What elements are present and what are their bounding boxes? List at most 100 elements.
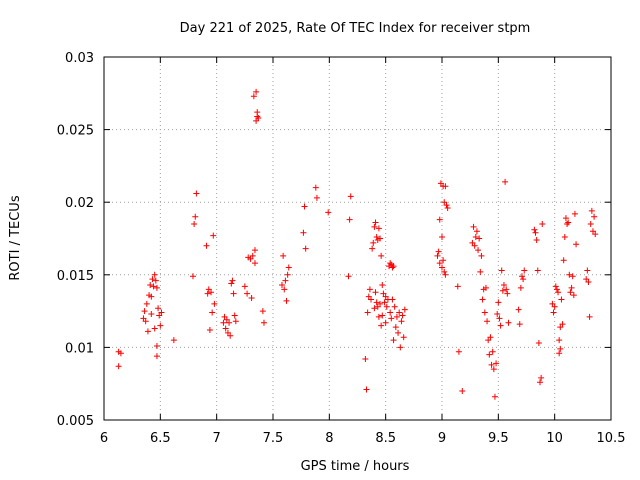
- data-point: [383, 303, 390, 310]
- y-tick-label: 0.015: [57, 269, 94, 284]
- data-point: [587, 220, 594, 227]
- data-point: [255, 114, 262, 121]
- data-point: [387, 309, 394, 316]
- data-point: [228, 280, 235, 287]
- data-point: [515, 306, 522, 313]
- data-point: [387, 260, 394, 267]
- data-point: [379, 281, 386, 288]
- data-point: [148, 311, 155, 318]
- data-point: [491, 393, 498, 400]
- data-point: [372, 289, 379, 296]
- data-point: [585, 279, 592, 286]
- data-point: [436, 216, 443, 223]
- data-point: [558, 296, 565, 303]
- data-point: [392, 324, 399, 331]
- data-point: [479, 296, 486, 303]
- data-point: [495, 299, 502, 306]
- x-tick-label: 6.5: [150, 431, 171, 446]
- data-point: [550, 309, 557, 316]
- data-point: [368, 296, 375, 303]
- data-point: [400, 334, 407, 341]
- data-point: [147, 281, 154, 288]
- x-tick-label: 9.5: [488, 431, 509, 446]
- data-point: [390, 263, 397, 270]
- data-point: [560, 257, 567, 264]
- data-point: [377, 235, 384, 242]
- data-point: [226, 319, 233, 326]
- data-point: [496, 315, 503, 322]
- data-point: [366, 286, 373, 293]
- data-point: [520, 276, 527, 283]
- data-point: [222, 325, 229, 332]
- data-point: [503, 286, 510, 293]
- data-point: [378, 252, 385, 259]
- data-point: [539, 220, 546, 227]
- data-point: [516, 321, 523, 328]
- data-point: [142, 318, 149, 325]
- data-point: [282, 277, 289, 284]
- y-axis-label: ROTI / TECUs: [8, 195, 23, 280]
- data-point: [567, 289, 574, 296]
- data-point: [251, 247, 258, 254]
- data-point: [362, 356, 369, 363]
- data-point: [555, 289, 562, 296]
- data-point: [568, 284, 575, 291]
- data-point: [475, 247, 482, 254]
- data-point: [378, 322, 385, 329]
- data-point: [562, 215, 569, 222]
- data-point: [158, 309, 165, 316]
- data-point: [573, 241, 580, 248]
- data-point: [518, 273, 525, 280]
- data-point: [227, 332, 234, 339]
- data-point: [441, 268, 448, 275]
- data-point: [253, 88, 260, 95]
- data-point: [553, 286, 560, 293]
- data-point: [484, 318, 491, 325]
- data-point: [373, 299, 380, 306]
- data-point: [251, 260, 258, 267]
- data-point: [208, 289, 215, 296]
- data-point: [211, 300, 218, 307]
- data-point: [379, 312, 386, 319]
- data-point: [347, 193, 354, 200]
- data-point: [502, 178, 509, 185]
- data-point: [151, 271, 158, 278]
- data-point: [373, 234, 380, 241]
- data-point: [302, 245, 309, 252]
- data-point: [248, 295, 255, 302]
- x-tick-label: 8.5: [375, 431, 396, 446]
- data-point: [472, 234, 479, 241]
- data-point: [591, 213, 598, 220]
- data-point: [300, 229, 307, 236]
- data-point: [388, 315, 395, 322]
- data-point: [455, 348, 462, 355]
- data-point: [364, 309, 371, 316]
- data-point: [435, 248, 442, 255]
- data-point: [478, 252, 485, 259]
- data-point: [325, 209, 332, 216]
- x-tick-label: 8: [325, 431, 333, 446]
- data-point: [149, 276, 156, 283]
- data-point: [436, 260, 443, 267]
- x-tick-label: 7: [213, 431, 221, 446]
- data-point: [370, 239, 377, 246]
- data-point: [389, 296, 396, 303]
- y-tick-labels: 0.005 0.01 0.015 0.02 0.025 0.03: [57, 51, 94, 429]
- data-point: [395, 329, 402, 336]
- data-point: [153, 353, 160, 360]
- y-tick-label: 0.005: [57, 414, 94, 429]
- chart-title: Day 221 of 2025, Rate Of TEC Index for r…: [180, 21, 531, 36]
- data-point: [193, 190, 200, 197]
- x-tick-label: 6: [100, 431, 108, 446]
- data-point: [434, 252, 441, 259]
- data-point: [471, 242, 478, 249]
- data-point: [476, 235, 483, 242]
- data-point: [559, 321, 566, 328]
- data-point: [504, 290, 511, 297]
- data-point: [531, 226, 538, 233]
- data-point: [442, 183, 449, 190]
- data-point: [170, 337, 177, 344]
- data-point: [532, 229, 539, 236]
- data-point: [490, 366, 497, 373]
- data-point: [191, 220, 198, 227]
